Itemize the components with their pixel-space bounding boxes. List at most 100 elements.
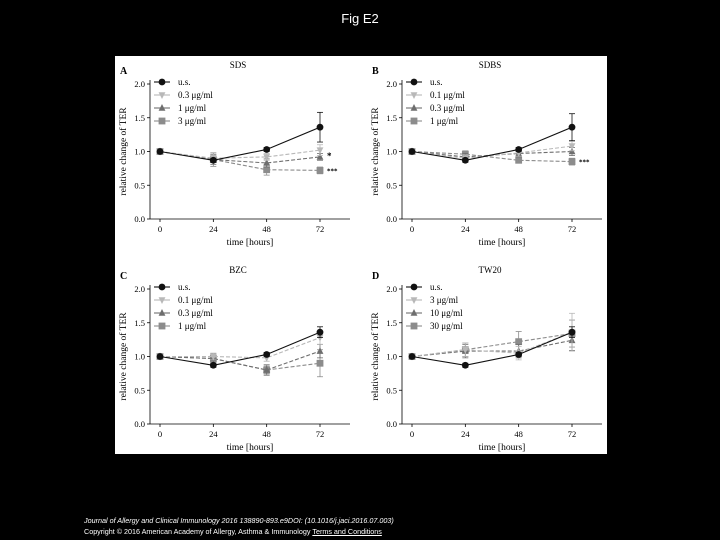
figure-panel: A SDS 0.0 0.5 1.0 1.5 2.0 0 24 48 72 time [hours] re… [115, 56, 607, 454]
data-point [316, 123, 324, 131]
data-point [316, 328, 324, 336]
y-axis-label: relative change of TER [118, 312, 129, 401]
legend-entry: 0.3 μg/ml [406, 103, 465, 113]
legend-marker [158, 92, 166, 99]
data-point [316, 359, 324, 367]
y-tick-label: 0.5 [134, 180, 145, 190]
legend-label: 0.1 μg/ml [430, 90, 465, 100]
significance-mark: * [327, 151, 332, 161]
y-tick-label: 1.5 [134, 318, 145, 328]
legend-entry: 0.1 μg/ml [154, 295, 213, 305]
data-point [316, 334, 324, 342]
y-tick-label: 1.0 [386, 147, 397, 157]
series-line [159, 355, 321, 371]
data-point [515, 338, 523, 346]
y-tick-label: 1.5 [134, 113, 145, 123]
data-point [209, 156, 217, 164]
x-tick-label: 24 [209, 429, 218, 439]
chart-panel-d: D TW20 0.0 0.5 1.0 1.5 2.0 0 24 48 72 time [hours] r… [370, 265, 602, 453]
x-tick-label: 72 [568, 429, 577, 439]
series-1-g-ml [408, 148, 576, 166]
data-point [568, 123, 576, 131]
x-tick-label: 72 [568, 224, 577, 234]
legend-label: u.s. [430, 282, 443, 292]
legend-entry: u.s. [406, 282, 443, 292]
y-tick-label: 0.0 [134, 419, 145, 429]
series-1-g-ml [156, 349, 324, 378]
chart-title: BZC [229, 265, 247, 275]
legend-label: u.s. [430, 77, 443, 87]
y-axis-label: relative change of TER [118, 107, 129, 196]
data-point [263, 351, 271, 358]
data-point [263, 146, 271, 153]
series-line [411, 331, 573, 358]
legend-marker [410, 309, 418, 316]
y-axis-label: relative change of TER [370, 312, 381, 401]
data-point [515, 156, 523, 164]
legend-label: 3 μg/ml [430, 295, 459, 305]
y-tick-label: 0.5 [386, 385, 397, 395]
data-point [408, 353, 416, 360]
legend-marker [410, 117, 418, 125]
legend-label: 0.3 μg/ml [178, 90, 213, 100]
legend-label: 1 μg/ml [178, 103, 207, 113]
significance-mark: *** [327, 167, 338, 175]
caption-copyright: Copyright © 2016 American Academy of All… [84, 527, 311, 536]
y-axis-label: relative change of TER [370, 107, 381, 196]
data-point [461, 361, 469, 369]
y-tick-label: 1.0 [134, 352, 145, 362]
data-point [156, 353, 164, 360]
legend-marker [158, 283, 166, 291]
legend-label: u.s. [178, 282, 191, 292]
x-tick-label: 0 [158, 429, 162, 439]
chart-title: TW20 [479, 265, 502, 275]
series-line [411, 145, 573, 159]
slide-title: Fig E2 [341, 11, 379, 26]
caption: Journal of Allergy and Clinical Immunolo… [84, 515, 394, 537]
data-point [461, 346, 469, 354]
data-point [568, 158, 576, 166]
y-tick-label: 0.5 [134, 385, 145, 395]
legend-marker [410, 92, 418, 99]
legend-marker [158, 309, 166, 316]
y-tick-label: 0.0 [386, 419, 397, 429]
legend-label: 1 μg/ml [430, 116, 459, 126]
legend-entry: u.s. [406, 77, 443, 87]
x-tick-label: 0 [410, 429, 414, 439]
terms-link[interactable]: Terms and Conditions [312, 527, 382, 536]
series-u-s- [156, 326, 324, 369]
y-tick-label: 1.5 [386, 318, 397, 328]
legend-label: 0.1 μg/ml [178, 295, 213, 305]
legend-marker [158, 78, 166, 86]
series-0-3-g-ml [156, 343, 324, 375]
legend-label: 30 μg/ml [430, 321, 463, 331]
data-point [568, 328, 576, 336]
x-tick-label: 48 [514, 429, 523, 439]
series-u-s- [408, 113, 576, 164]
legend-entry: 30 μg/ml [406, 321, 463, 331]
legend-label: 0.3 μg/ml [178, 308, 213, 318]
series-line [159, 350, 321, 371]
legend-entry: u.s. [154, 77, 191, 87]
data-point [515, 351, 523, 358]
legend-entry: 3 μg/ml [406, 295, 459, 305]
series-line [159, 149, 321, 159]
x-tick-label: 48 [514, 224, 523, 234]
data-point [209, 353, 217, 361]
data-point [568, 143, 576, 151]
x-tick-label: 0 [158, 224, 162, 234]
series-line [411, 126, 573, 161]
significance-mark: *** [579, 159, 590, 167]
data-point [316, 152, 324, 160]
legend-marker [158, 297, 166, 304]
legend-marker [410, 78, 418, 86]
legend-label: 3 μg/ml [178, 116, 207, 126]
x-tick-label: 72 [316, 429, 325, 439]
data-point [209, 361, 217, 369]
series-u-s- [408, 326, 576, 369]
legend-entry: u.s. [154, 282, 191, 292]
series-line [411, 331, 573, 366]
panel-letter: B [372, 66, 379, 77]
x-axis-label: time [hours] [479, 443, 526, 453]
x-tick-label: 0 [410, 224, 414, 234]
